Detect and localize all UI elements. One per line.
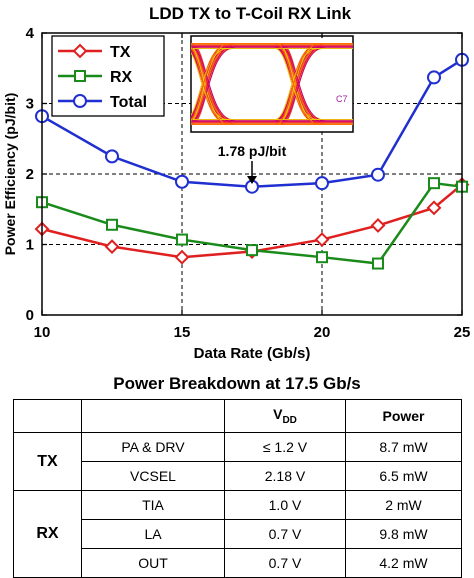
efficiency-chart: LDD TX to T-Coil RX Link C7 1.78 pJ/bit … bbox=[2, 4, 471, 362]
group-tx: TX bbox=[13, 432, 82, 491]
data-point-tx bbox=[314, 232, 330, 247]
cell-power: 4.2 mW bbox=[345, 548, 462, 578]
header-group bbox=[13, 399, 82, 433]
data-point-rx bbox=[176, 233, 188, 246]
eye-trace bbox=[191, 43, 230, 122]
cell-block: VCSEL bbox=[81, 461, 225, 491]
y-tick-label: 3 bbox=[26, 96, 34, 113]
data-point-tx bbox=[174, 249, 190, 265]
legend-marker-tx bbox=[72, 43, 88, 59]
cell-power: 9.8 mW bbox=[345, 519, 462, 549]
cell-block: OUT bbox=[81, 548, 225, 578]
data-point-tx bbox=[426, 200, 442, 216]
annotation-arrow bbox=[247, 161, 257, 184]
y-tick-label: 2 bbox=[26, 166, 34, 183]
y-axis-label: Power Efficiency (pJ/bit) bbox=[2, 93, 18, 256]
table-row: TX PA & DRV ≤ 1.2 V 8.7 mW bbox=[13, 432, 462, 491]
x-axis-label: Data Rate (Gb/s) bbox=[194, 345, 311, 362]
data-point-rx bbox=[316, 251, 328, 264]
data-point-total bbox=[105, 149, 119, 164]
min-annotation: 1.78 pJ/bit bbox=[218, 143, 287, 159]
data-point-rx bbox=[106, 218, 118, 231]
table-title: Power Breakdown at 17.5 Gb/s bbox=[113, 374, 361, 393]
header-vdd: VDD bbox=[224, 399, 346, 433]
table-row: LA 0.7 V 9.8 mW bbox=[14, 519, 462, 549]
eye-trace bbox=[191, 46, 236, 122]
data-point-tx bbox=[370, 218, 386, 233]
x-tick-label: 20 bbox=[314, 324, 331, 341]
cell-block: LA bbox=[81, 519, 225, 549]
legend-label-tx: TX bbox=[110, 44, 131, 61]
table-header-row: VDD Power bbox=[13, 399, 462, 433]
cell-power: 2 mW bbox=[345, 490, 462, 520]
data-point-total bbox=[315, 176, 329, 191]
series-layer bbox=[34, 52, 470, 270]
cell-power: 8.7 mW bbox=[345, 432, 462, 462]
data-point-tx bbox=[104, 239, 120, 255]
table-row: OUT 0.7 V 4.2 mW bbox=[14, 548, 462, 578]
x-tick-label: 10 bbox=[34, 324, 51, 341]
power-breakdown-table: VDD Power TX PA & DRV ≤ 1.2 V 8.7 mW VCS… bbox=[13, 399, 462, 578]
x-tick-label: 25 bbox=[454, 324, 471, 341]
cell-vdd: ≤ 1.2 V bbox=[224, 432, 346, 462]
data-point-rx bbox=[246, 244, 258, 257]
series-line-tx bbox=[41, 183, 463, 259]
group-rx: RX bbox=[13, 490, 82, 578]
cell-vdd: 0.7 V bbox=[224, 548, 346, 578]
y-tick-label: 4 bbox=[26, 25, 35, 42]
eye-diagram-inset: C7 bbox=[190, 35, 354, 133]
data-point-total bbox=[175, 174, 189, 189]
chart-title: LDD TX to T-Coil RX Link bbox=[149, 4, 352, 23]
eye-trace bbox=[275, 43, 320, 125]
eye-trace bbox=[191, 47, 229, 116]
data-point-total bbox=[371, 167, 385, 182]
eye-trace bbox=[281, 46, 326, 122]
cell-vdd: 2.18 V bbox=[224, 461, 346, 491]
series-line-total bbox=[41, 58, 463, 188]
cell-vdd: 1.0 V bbox=[224, 490, 346, 520]
y-tick-label: 1 bbox=[26, 237, 34, 254]
series-line-rx bbox=[41, 181, 463, 265]
header-block bbox=[81, 399, 225, 433]
cell-block: TIA bbox=[81, 490, 225, 520]
x-tick-label: 15 bbox=[174, 324, 191, 341]
y-tick-label: 0 bbox=[26, 307, 34, 324]
legend-marker-rx bbox=[74, 70, 86, 82]
data-point-rx bbox=[428, 177, 440, 190]
eye-trace bbox=[274, 47, 319, 121]
data-point-rx bbox=[372, 257, 384, 270]
legend-label-rx: RX bbox=[110, 69, 133, 86]
axis-ticks: 10 15 20 25 0 1 2 3 4 bbox=[26, 25, 471, 341]
inset-label: C7 bbox=[336, 94, 348, 104]
table-row: VCSEL 2.18 V 6.5 mW bbox=[14, 461, 462, 491]
legend: TX RX Total bbox=[51, 35, 165, 117]
table-row: RX TIA 1.0 V 2 mW bbox=[13, 490, 462, 578]
header-power: Power bbox=[345, 399, 462, 433]
legend-label-total: Total bbox=[110, 94, 147, 111]
cell-block: PA & DRV bbox=[81, 432, 225, 462]
cell-vdd: 0.7 V bbox=[224, 519, 346, 549]
cell-power: 6.5 mW bbox=[345, 461, 462, 491]
data-point-total bbox=[427, 70, 441, 85]
legend-marker-total bbox=[73, 94, 87, 108]
